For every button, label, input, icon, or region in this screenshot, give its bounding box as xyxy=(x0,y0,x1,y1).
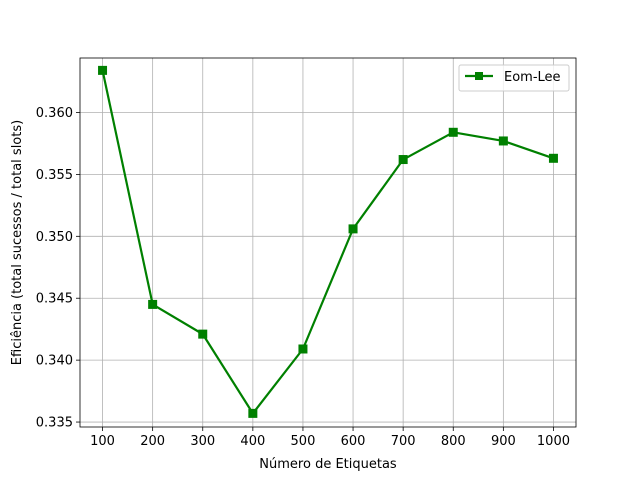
data-point xyxy=(298,344,308,354)
x-tick-label: 500 xyxy=(291,434,316,449)
y-axis-label: Eficiência (total sucessos / total slots… xyxy=(10,120,25,365)
data-point xyxy=(548,153,558,163)
x-tick-label: 100 xyxy=(90,434,115,449)
legend-marker-swatch xyxy=(475,72,483,80)
y-axis-ticks: 0.335 0.340 0.345 0.350 0.355 0.360 xyxy=(36,106,80,431)
x-tick-label: 700 xyxy=(391,434,416,449)
plot-frame xyxy=(79,57,577,428)
data-point xyxy=(398,155,408,165)
x-tick-label: 900 xyxy=(491,434,516,449)
data-point xyxy=(248,408,258,418)
data-point xyxy=(348,224,358,234)
y-tick-label: 0.360 xyxy=(36,106,73,121)
x-axis-ticks: 100 200 300 400 500 600 700 800 900 1000 xyxy=(90,427,570,449)
data-point xyxy=(448,127,458,137)
series-group xyxy=(98,65,558,418)
data-point xyxy=(148,299,158,309)
y-tick-label: 0.350 xyxy=(36,230,73,245)
legend-box xyxy=(458,64,570,92)
grid xyxy=(80,58,576,427)
x-tick-label: 800 xyxy=(441,434,466,449)
legend: Eom-Lee xyxy=(458,64,570,92)
data-point xyxy=(198,329,208,339)
data-point xyxy=(498,136,508,146)
x-tick-label: 600 xyxy=(341,434,366,449)
series-line xyxy=(101,70,554,415)
x-tick-label: 200 xyxy=(140,434,165,449)
y-tick-label: 0.355 xyxy=(36,168,73,183)
data-point xyxy=(98,65,108,75)
x-axis-label: Número de Etiquetas xyxy=(259,457,397,472)
legend-label: Eom-Lee xyxy=(504,70,561,85)
y-tick-label: 0.345 xyxy=(36,292,73,307)
y-tick-label: 0.335 xyxy=(36,416,73,431)
x-tick-label: 400 xyxy=(240,434,265,449)
y-tick-label: 0.340 xyxy=(36,354,73,369)
x-tick-label: 1000 xyxy=(537,434,570,449)
x-tick-label: 300 xyxy=(190,434,215,449)
